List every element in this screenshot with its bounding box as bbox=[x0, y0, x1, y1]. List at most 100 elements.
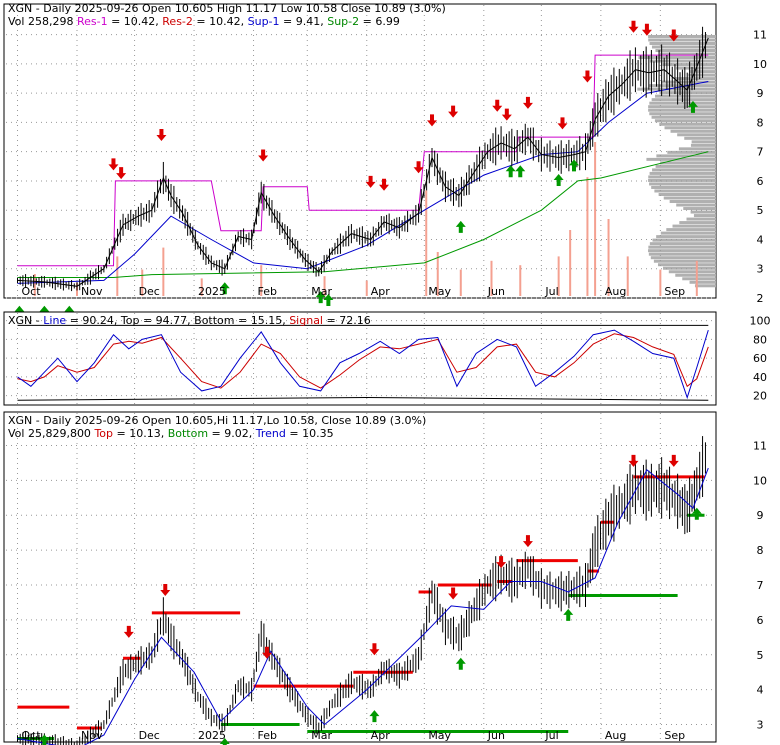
volume-profile-bar bbox=[675, 273, 716, 277]
sell-signal-arrow bbox=[668, 454, 679, 467]
y-tick-label: 10 bbox=[753, 58, 767, 71]
buy-signal-arrow bbox=[455, 657, 466, 670]
y-tick-label: 10 bbox=[753, 474, 767, 487]
sma-long-line bbox=[17, 151, 709, 278]
y-tick-label: 60 bbox=[753, 352, 767, 365]
volume-profile-bar bbox=[689, 280, 716, 284]
panel-2-header-part-1: Line bbox=[43, 314, 66, 327]
volume-profile-bar bbox=[691, 140, 716, 144]
y-tick-label: 11 bbox=[753, 29, 767, 42]
volume-profile-bar bbox=[653, 259, 716, 263]
volume-profile-bar bbox=[682, 277, 716, 281]
volume-bar bbox=[519, 265, 522, 296]
volume-profile-bar bbox=[655, 94, 716, 98]
y-tick-label: 9 bbox=[757, 87, 764, 100]
y-tick-label: 3 bbox=[757, 719, 764, 732]
x-tick-label: May bbox=[428, 285, 451, 298]
sell-signal-arrow bbox=[557, 117, 568, 130]
panel-1-header-line2: Vol 258,298 Res-1 = 10.42, Res-2 = 10.42… bbox=[8, 15, 400, 28]
panel-1-header-line2-part-5: Sup-1 bbox=[248, 15, 280, 28]
sell-signal-arrow bbox=[628, 20, 639, 33]
panel-3-header-line2-part-6: = 10.35 bbox=[286, 427, 334, 440]
panel-3-header-line2-part-4: = 9.02, bbox=[208, 427, 256, 440]
panel-1-header-line2-part-3: Res-2 bbox=[162, 15, 193, 28]
y-tick-label: 8 bbox=[757, 116, 764, 129]
x-tick-label: 2025 bbox=[198, 285, 226, 298]
volume-bar bbox=[586, 177, 589, 296]
volume-profile-bar bbox=[690, 143, 716, 147]
volume-profile-bar bbox=[678, 147, 716, 151]
x-tick-label: Jun bbox=[487, 285, 505, 298]
panel-1-header-line2-part-2: = 10.42, bbox=[108, 15, 163, 28]
volume-profile-bar bbox=[666, 228, 716, 232]
panel-1-header-line2-part-0: Vol 258,298 bbox=[8, 15, 77, 28]
panel-2-frame bbox=[3, 311, 717, 406]
volume-profile-bar bbox=[664, 126, 716, 130]
volume-profile-bar bbox=[684, 136, 716, 140]
volume-profile-bar bbox=[648, 105, 716, 109]
volume-profile-bar bbox=[663, 196, 716, 200]
sell-signal-arrow bbox=[448, 105, 459, 118]
buy-signal-arrow bbox=[315, 291, 326, 304]
volume-profile-bar bbox=[655, 164, 716, 168]
y-tick-label: 5 bbox=[757, 204, 764, 217]
volume-bar bbox=[695, 260, 698, 296]
volume-profile-bar bbox=[694, 284, 716, 288]
volume-profile-bar bbox=[648, 249, 716, 253]
volume-profile-bar bbox=[686, 217, 716, 221]
volume-profile-bar bbox=[660, 161, 716, 165]
volume-bar bbox=[260, 265, 263, 296]
panel-3-header-line2: Vol 25,829,800 Top = 10.13, Bottom = 9.0… bbox=[8, 427, 334, 440]
x-tick-label: Sep bbox=[664, 285, 685, 298]
volume-bar bbox=[607, 219, 610, 296]
volume-profile-bar bbox=[670, 129, 716, 133]
x-tick-label: Apr bbox=[371, 285, 391, 298]
volume-profile-bar bbox=[656, 235, 716, 239]
volume-profile-bar bbox=[651, 98, 716, 102]
volume-profile-bar bbox=[677, 133, 716, 137]
panel-3: 11 10 9 8 7 6 5 4 3 Oct Nov Dec 2025 Feb Mar Apr May Jun J… bbox=[3, 411, 767, 745]
panel-2-header-part-2: = 90.24, Top = 94.77, Bottom = 15.15, bbox=[66, 314, 289, 327]
volume-profile-bar bbox=[649, 171, 716, 175]
volume-profile-bar bbox=[676, 203, 716, 207]
panel-1-header-line2-part-1: Res-1 bbox=[77, 15, 108, 28]
sell-signal-arrow bbox=[668, 29, 679, 42]
panel-3-header-line1: XGN - Daily 2025-09-26 Open 10.605,Hi 11… bbox=[8, 414, 426, 427]
y-tick-label: 40 bbox=[753, 371, 767, 384]
panel-3-header-line1-part-0: XGN - Daily 2025-09-26 Open 10.605,Hi 11… bbox=[8, 414, 426, 427]
volume-profile-bar bbox=[660, 231, 716, 235]
volume-profile-bar bbox=[649, 112, 716, 116]
sell-signal-arrow bbox=[413, 161, 424, 174]
sell-signal-arrow bbox=[369, 643, 380, 656]
x-tick-label: Mar bbox=[311, 285, 332, 298]
sell-signal-arrow bbox=[379, 178, 390, 191]
volume-profile-bar bbox=[652, 168, 716, 172]
sell-signal-arrow bbox=[123, 625, 134, 638]
x-tick-label: Dec bbox=[139, 285, 160, 298]
sell-signal-arrow bbox=[501, 108, 512, 121]
panel-2-header-part-0: XGN - bbox=[8, 314, 43, 327]
panel-1: 11 10 9 8 7 6 5 4 3 2 Oct Nov Dec 2025 Feb Mar Apr May Jun… bbox=[3, 2, 767, 318]
volume-profile-bar bbox=[648, 108, 716, 112]
bottom-line bbox=[17, 396, 709, 401]
buy-signal-arrow bbox=[219, 282, 230, 295]
volume-bar bbox=[594, 142, 597, 296]
y-tick-label: 6 bbox=[757, 175, 764, 188]
volume-profile-bar bbox=[651, 185, 716, 189]
y-tick-label: 7 bbox=[757, 146, 764, 159]
y-tick-label: 4 bbox=[757, 684, 764, 697]
buy-signal-arrow bbox=[687, 100, 698, 113]
volume-profile-bar bbox=[661, 80, 716, 84]
panel-2-header-part-4: = 72.16 bbox=[323, 314, 371, 327]
volume-bar bbox=[200, 278, 203, 296]
panel-1-header-line2-part-7: Sup-2 bbox=[327, 15, 359, 28]
panel-1-header-line1: XGN - Daily 2025-09-26 Open 10.605 High … bbox=[8, 2, 446, 15]
volume-profile-bar bbox=[656, 154, 716, 158]
volume-profile-bar bbox=[651, 45, 716, 49]
volume-bar bbox=[365, 280, 368, 296]
volume-bar bbox=[436, 252, 439, 296]
x-tick-label: Aug bbox=[605, 285, 626, 298]
buy-signal-arrow bbox=[515, 165, 526, 178]
